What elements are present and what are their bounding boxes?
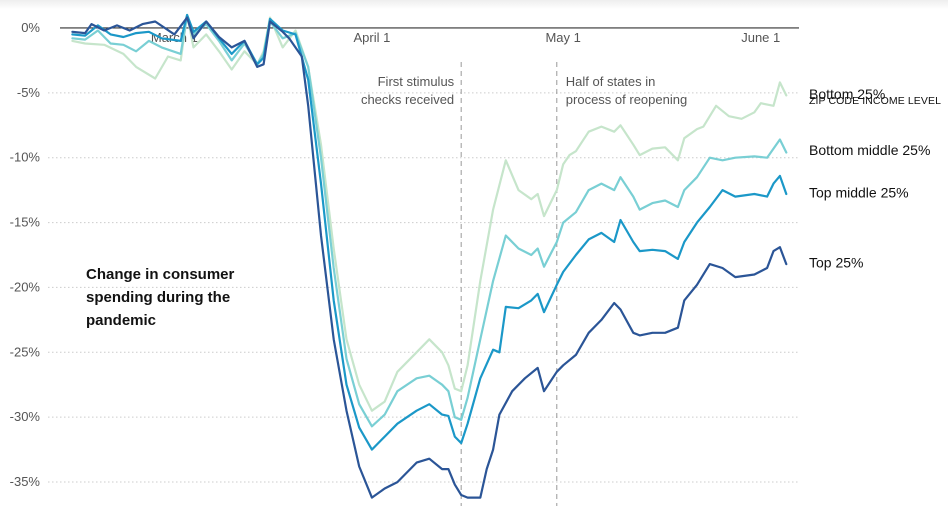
legend-label: Top 25% — [809, 255, 863, 271]
y-tick-label: -15% — [10, 215, 41, 230]
x-tick-label: March 1 — [151, 30, 198, 45]
annotation-label: checks received — [361, 92, 454, 107]
annotation-label: process of reopening — [566, 92, 687, 107]
x-tick-label: June 1 — [741, 30, 780, 45]
annotation-label: Half of states in — [566, 74, 656, 89]
chart-title-line-3: pandemic — [86, 312, 156, 329]
x-tick-labels: March 1 April 1 May 1 June 1 — [151, 30, 780, 45]
chart-title-line-1: Change in consumer — [86, 266, 235, 283]
y-tick-label: -30% — [10, 409, 41, 424]
legend-label: Bottom 25% — [809, 86, 885, 102]
series-line-bottom-25 — [71, 13, 788, 412]
series-lines — [71, 13, 788, 499]
chart-title-line-2: spending during the — [86, 289, 230, 306]
y-tick-labels: 0% -5% -10% -15% -20% -25% -30% -35% — [10, 20, 41, 489]
top-shadow-bar — [0, 0, 948, 9]
event-annotations: First stimulus checks received Half of sta… — [361, 62, 687, 506]
legend-label: Top middle 25% — [809, 185, 909, 201]
x-tick-label: April 1 — [354, 30, 391, 45]
y-tick-label: -25% — [10, 344, 41, 359]
y-tick-label: -5% — [17, 85, 41, 100]
y-tick-label: -35% — [10, 474, 41, 489]
y-tick-label: 0% — [21, 20, 40, 35]
series-line-top-25 — [71, 16, 788, 499]
y-tick-label: -20% — [10, 279, 41, 294]
x-tick-label: May 1 — [545, 30, 580, 45]
chart-title: Change in consumer spending during the p… — [86, 266, 235, 329]
legend-label: Bottom middle 25% — [809, 142, 930, 158]
y-tick-label: -10% — [10, 150, 41, 165]
legend: ZIP CODE INCOME LEVEL Bottom 25% Bottom m… — [809, 86, 941, 271]
annotation-label: First stimulus — [378, 74, 455, 89]
legend-title: ZIP CODE INCOME LEVEL — [809, 95, 941, 107]
series-line-top-middle-25 — [71, 13, 788, 451]
